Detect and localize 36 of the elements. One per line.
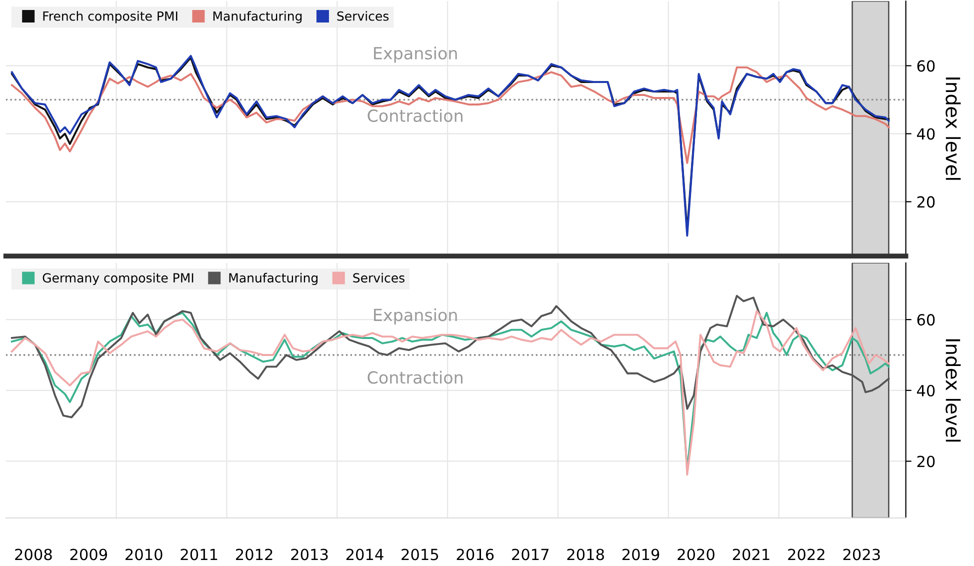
annotation: Contraction — [368, 109, 462, 122]
annotation: Expansion — [374, 308, 457, 325]
y-tick-label: 20 — [917, 196, 935, 208]
y-axis-title: Index level — [946, 78, 961, 180]
x-tick-label: 2023 — [843, 548, 880, 560]
y-tick-label: 60 — [917, 314, 935, 326]
x-tick-label: 2010 — [126, 548, 162, 560]
x-tick-label: 2020 — [678, 548, 714, 560]
x-tick-label: 2011 — [180, 548, 218, 560]
y-axis-title: Index level — [946, 339, 961, 442]
x-tick-label: 2018 — [567, 548, 604, 560]
legend-label: Manufacturing — [213, 11, 302, 24]
legend-label: Germany composite PMI — [42, 272, 194, 286]
x-tick-label: 2015 — [402, 548, 438, 560]
x-tick-label: 2019 — [622, 548, 660, 560]
annotation: Contraction — [368, 370, 462, 384]
x-tick-label: 2014 — [346, 548, 384, 560]
legend-label: Services — [353, 272, 404, 283]
legend-label: Manufacturing — [229, 272, 318, 286]
y-tick-label: 60 — [917, 60, 935, 72]
x-tick-label: 2013 — [291, 548, 328, 560]
x-tick-label: 2021 — [732, 548, 770, 560]
x-tick-label: 2008 — [15, 548, 52, 560]
x-tick-label: 2009 — [70, 548, 108, 560]
legend-label: Services — [337, 11, 389, 21]
y-tick-label: 40 — [916, 384, 935, 396]
x-tick-label: 2012 — [236, 548, 272, 560]
x-tick-label: 2017 — [512, 548, 549, 560]
x-tick-label: 2022 — [788, 548, 824, 560]
legend-label: French composite PMI — [43, 11, 178, 24]
annotation: Expansion — [374, 46, 457, 63]
line-series — [10, 294, 890, 418]
line-series — [10, 66, 890, 164]
x-tick-label: 2016 — [456, 548, 494, 560]
y-tick-label: 20 — [917, 456, 935, 468]
y-tick-label: 40 — [916, 128, 935, 140]
